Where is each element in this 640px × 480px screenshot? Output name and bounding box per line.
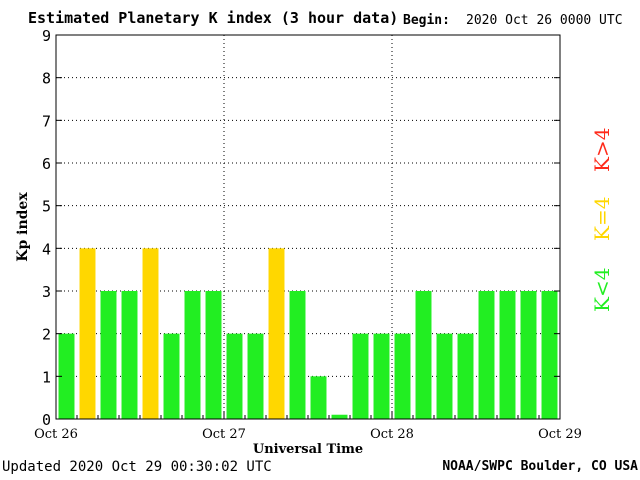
kp-bar <box>58 333 75 419</box>
bar-layer <box>58 248 558 419</box>
kp-bar <box>142 248 159 419</box>
kp-bar <box>373 333 390 419</box>
kp-bar <box>184 291 201 419</box>
kp-bar <box>205 291 222 419</box>
kp-bar <box>121 291 138 419</box>
begin-value: 2020 Oct 26 0000 UTC <box>466 13 623 28</box>
kp-bar <box>79 248 96 419</box>
y-tick-label: 7 <box>42 112 51 130</box>
kp-bar <box>352 333 369 419</box>
x-tick-label: Oct 27 <box>202 427 246 442</box>
y-tick-label: 1 <box>42 368 51 386</box>
y-tick-label: 8 <box>42 70 51 88</box>
source-credit: NOAA/SWPC Boulder, CO USA <box>442 459 638 474</box>
x-tick-label: Oct 26 <box>34 427 78 442</box>
kp-bar <box>478 291 495 419</box>
kp-bar <box>499 291 516 419</box>
kp-bar <box>100 291 117 419</box>
x-tick-label: Oct 28 <box>370 427 414 442</box>
kp-bar <box>289 291 306 419</box>
kp-bar <box>520 291 537 419</box>
legend-k-equal-4: K=4 <box>590 196 614 241</box>
kp-bar <box>457 333 474 419</box>
kp-bar <box>226 333 243 419</box>
x-axis: Oct 26 Oct 27 Oct 28 Oct 29 <box>34 411 582 442</box>
kp-bar <box>331 414 348 419</box>
kp-bar <box>268 248 285 419</box>
y-tick-label: 3 <box>42 283 51 301</box>
kp-bar <box>310 376 327 419</box>
grid-layer <box>56 35 560 419</box>
kp-bar <box>247 333 264 419</box>
kp-bar <box>415 291 432 419</box>
kp-bar <box>436 333 453 419</box>
legend-k-less-4: K<4 <box>590 267 614 312</box>
y-axis: 0 1 2 3 4 5 6 7 8 9 <box>42 27 560 429</box>
kp-bar <box>163 333 180 419</box>
y-tick-label: 5 <box>42 198 51 216</box>
y-axis-label: Kp index <box>15 192 31 262</box>
updated-timestamp: Updated 2020 Oct 29 00:30:02 UTC <box>2 459 272 475</box>
x-tick-label: Oct 29 <box>538 427 582 442</box>
y-tick-label: 4 <box>42 240 51 258</box>
y-tick-label: 9 <box>42 27 51 45</box>
y-tick-label: 2 <box>42 326 51 344</box>
y-tick-label: 0 <box>42 411 51 429</box>
legend-k-greater-4: K>4 <box>590 127 614 172</box>
chart-title: Estimated Planetary K index (3 hour data… <box>28 9 399 27</box>
y-tick-label: 6 <box>42 155 51 173</box>
kp-bar <box>541 291 558 419</box>
begin-label: Begin: <box>403 13 450 28</box>
x-axis-label: Universal Time <box>253 442 363 457</box>
kp-bar <box>394 333 411 419</box>
